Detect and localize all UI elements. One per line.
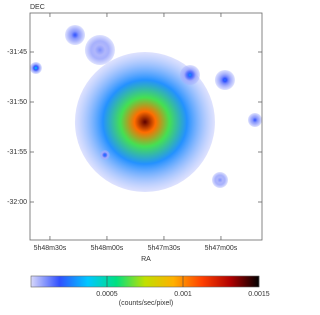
x-tick-label: 5h48m30s <box>34 245 67 252</box>
x-tick-label: 5h47m00s <box>205 245 238 252</box>
y-tick-label: -31:55 <box>7 149 27 156</box>
y-tick-label: -31:45 <box>7 49 27 56</box>
y-tick-label: -32:00 <box>7 199 27 206</box>
colorbar-label: (counts/sec/pixel) <box>119 300 173 307</box>
source-blob <box>247 113 262 127</box>
chart: DEC RA (counts/sec/pixel) 5h48m30s 5h48m0… <box>7 4 270 307</box>
image-area <box>30 25 262 192</box>
y-tick-label: -31:50 <box>7 99 27 106</box>
source-blob <box>214 70 235 90</box>
source-blob <box>84 35 115 65</box>
y-axis-label: DEC <box>30 4 45 11</box>
colorbar-tick-label: 0.0005 <box>96 291 118 298</box>
colorbar-tick-label: 0.001 <box>174 291 192 298</box>
source-blob <box>179 65 200 85</box>
source-blob <box>99 150 110 160</box>
source-blob <box>65 25 86 45</box>
colorbar-tick-label: 0.0015 <box>248 291 270 298</box>
x-tick-label: 5h48m00s <box>91 245 124 252</box>
x-tick-label: 5h47m30s <box>148 245 181 252</box>
x-axis-label: RA <box>141 256 151 263</box>
plot-frame <box>29 12 263 241</box>
source-blob <box>212 172 229 188</box>
colorbar <box>30 275 260 288</box>
source-blob <box>30 62 42 74</box>
source-blob <box>74 52 215 192</box>
